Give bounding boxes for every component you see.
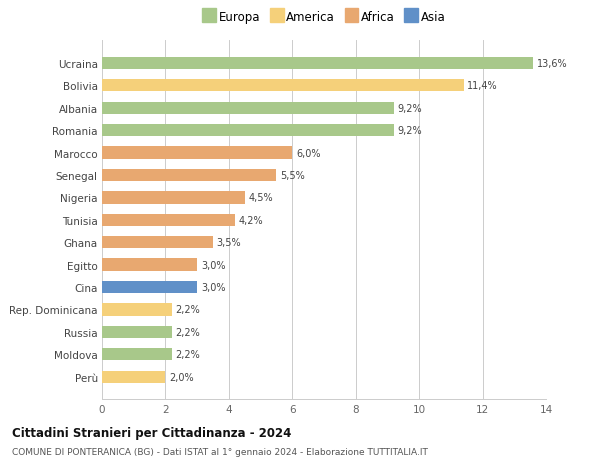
Bar xyxy=(102,192,245,204)
Text: 5,5%: 5,5% xyxy=(280,171,305,180)
Bar xyxy=(102,80,464,92)
Text: 4,2%: 4,2% xyxy=(239,215,263,225)
Bar xyxy=(102,102,394,115)
Text: 3,0%: 3,0% xyxy=(201,282,226,292)
Legend: Europa, America, Africa, Asia: Europa, America, Africa, Asia xyxy=(202,11,446,24)
Text: 6,0%: 6,0% xyxy=(296,148,320,158)
Bar xyxy=(102,259,197,271)
Text: 2,2%: 2,2% xyxy=(176,350,200,359)
Text: Cittadini Stranieri per Cittadinanza - 2024: Cittadini Stranieri per Cittadinanza - 2… xyxy=(12,426,292,439)
Bar xyxy=(102,348,172,361)
Bar xyxy=(102,214,235,226)
Text: 2,0%: 2,0% xyxy=(169,372,194,382)
Text: COMUNE DI PONTERANICA (BG) - Dati ISTAT al 1° gennaio 2024 - Elaborazione TUTTIT: COMUNE DI PONTERANICA (BG) - Dati ISTAT … xyxy=(12,448,428,457)
Text: 9,2%: 9,2% xyxy=(398,103,422,113)
Bar xyxy=(102,304,172,316)
Text: 11,4%: 11,4% xyxy=(467,81,498,91)
Bar xyxy=(102,326,172,338)
Bar xyxy=(102,281,197,294)
Text: 3,5%: 3,5% xyxy=(217,238,241,248)
Bar xyxy=(102,236,213,249)
Bar xyxy=(102,125,394,137)
Bar xyxy=(102,57,533,70)
Text: 2,2%: 2,2% xyxy=(176,327,200,337)
Text: 4,5%: 4,5% xyxy=(248,193,273,203)
Bar xyxy=(102,371,166,383)
Bar xyxy=(102,147,292,159)
Text: 13,6%: 13,6% xyxy=(537,59,568,69)
Bar xyxy=(102,169,277,182)
Text: 3,0%: 3,0% xyxy=(201,260,226,270)
Text: 2,2%: 2,2% xyxy=(176,305,200,315)
Text: 9,2%: 9,2% xyxy=(398,126,422,136)
